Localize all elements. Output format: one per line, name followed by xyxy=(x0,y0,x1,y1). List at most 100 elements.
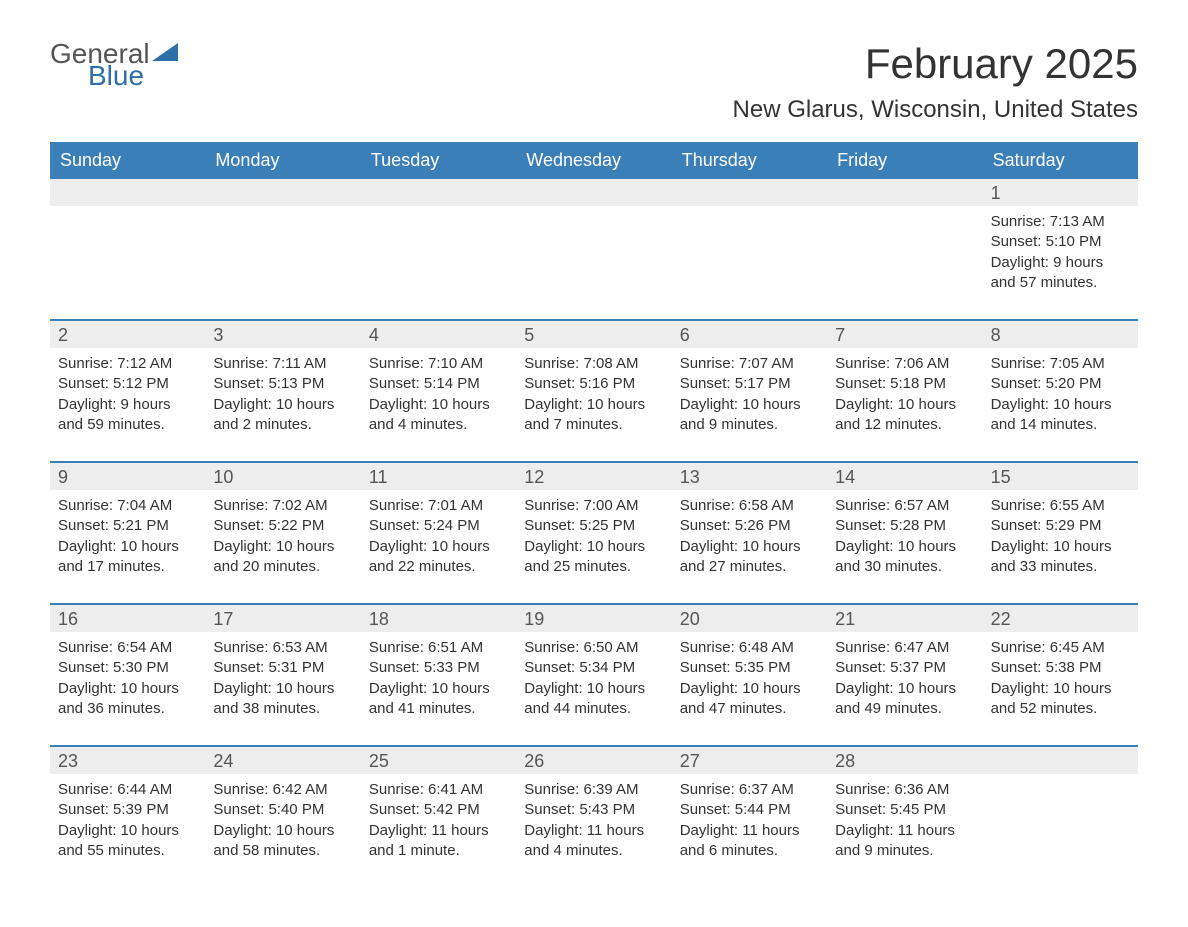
day-number: 5 xyxy=(516,321,671,348)
day-number: 14 xyxy=(827,463,982,490)
weeks-container: 1Sunrise: 7:13 AMSunset: 5:10 PMDaylight… xyxy=(50,179,1138,887)
day-number: 13 xyxy=(672,463,827,490)
day-number: 22 xyxy=(983,605,1138,632)
daylight-label: Daylight: 11 hours and 4 minutes. xyxy=(524,821,663,862)
sunrise-label: Sunrise: 7:05 AM xyxy=(991,354,1130,374)
sunset-label: Sunset: 5:30 PM xyxy=(58,658,197,678)
week-row: 232425262728Sunrise: 6:44 AMSunset: 5:39… xyxy=(50,745,1138,887)
dow-cell: Saturday xyxy=(983,142,1138,179)
daylight-label: Daylight: 11 hours and 6 minutes. xyxy=(680,821,819,862)
day-content: Sunrise: 6:44 AMSunset: 5:39 PMDaylight:… xyxy=(50,774,205,887)
day-number xyxy=(983,747,1138,774)
day-number: 15 xyxy=(983,463,1138,490)
day-number: 4 xyxy=(361,321,516,348)
daylight-label: Daylight: 10 hours and 7 minutes. xyxy=(524,395,663,436)
day-number xyxy=(827,179,982,206)
sunrise-label: Sunrise: 7:12 AM xyxy=(58,354,197,374)
sunset-label: Sunset: 5:18 PM xyxy=(835,374,974,394)
day-number: 10 xyxy=(205,463,360,490)
daylight-label: Daylight: 10 hours and 12 minutes. xyxy=(835,395,974,436)
sunrise-label: Sunrise: 6:42 AM xyxy=(213,780,352,800)
day-content: Sunrise: 6:47 AMSunset: 5:37 PMDaylight:… xyxy=(827,632,982,745)
day-number xyxy=(672,179,827,206)
sunrise-label: Sunrise: 6:45 AM xyxy=(991,638,1130,658)
sunrise-label: Sunrise: 6:57 AM xyxy=(835,496,974,516)
day-content: Sunrise: 6:54 AMSunset: 5:30 PMDaylight:… xyxy=(50,632,205,745)
sunset-label: Sunset: 5:34 PM xyxy=(524,658,663,678)
day-content: Sunrise: 7:08 AMSunset: 5:16 PMDaylight:… xyxy=(516,348,671,461)
sunset-label: Sunset: 5:40 PM xyxy=(213,800,352,820)
week-row: 16171819202122Sunrise: 6:54 AMSunset: 5:… xyxy=(50,603,1138,745)
sunrise-label: Sunrise: 7:00 AM xyxy=(524,496,663,516)
sunrise-label: Sunrise: 6:54 AM xyxy=(58,638,197,658)
daylight-label: Daylight: 10 hours and 2 minutes. xyxy=(213,395,352,436)
sunset-label: Sunset: 5:43 PM xyxy=(524,800,663,820)
dow-cell: Monday xyxy=(205,142,360,179)
day-content: Sunrise: 6:55 AMSunset: 5:29 PMDaylight:… xyxy=(983,490,1138,603)
day-content-row: Sunrise: 6:54 AMSunset: 5:30 PM Daylight:… xyxy=(50,632,1138,745)
daylight-label: Daylight: 10 hours and 17 minutes. xyxy=(58,537,197,578)
sunset-label: Sunset: 5:13 PM xyxy=(213,374,352,394)
day-number: 6 xyxy=(672,321,827,348)
header: General Blue February 2025 New Glarus, W… xyxy=(50,40,1138,124)
day-content xyxy=(827,206,982,319)
month-title: February 2025 xyxy=(733,40,1138,88)
daylight-label: Daylight: 9 hours and 57 minutes. xyxy=(991,253,1130,294)
day-number: 23 xyxy=(50,747,205,774)
daylight-label: Daylight: 10 hours and 44 minutes. xyxy=(524,679,663,720)
day-number xyxy=(205,179,360,206)
sunset-label: Sunset: 5:44 PM xyxy=(680,800,819,820)
sunrise-label: Sunrise: 7:08 AM xyxy=(524,354,663,374)
day-number: 19 xyxy=(516,605,671,632)
sunset-label: Sunset: 5:14 PM xyxy=(369,374,508,394)
dow-cell: Sunday xyxy=(50,142,205,179)
day-content: Sunrise: 7:10 AMSunset: 5:14 PMDaylight:… xyxy=(361,348,516,461)
sunrise-label: Sunrise: 7:01 AM xyxy=(369,496,508,516)
sunrise-label: Sunrise: 6:44 AM xyxy=(58,780,197,800)
day-number: 18 xyxy=(361,605,516,632)
dow-cell: Friday xyxy=(827,142,982,179)
sunset-label: Sunset: 5:29 PM xyxy=(991,516,1130,536)
day-content: Sunrise: 6:57 AMSunset: 5:28 PMDaylight:… xyxy=(827,490,982,603)
title-block: February 2025 New Glarus, Wisconsin, Uni… xyxy=(733,40,1138,124)
day-content: Sunrise: 7:12 AMSunset: 5:12 PMDaylight:… xyxy=(50,348,205,461)
daylight-label: Daylight: 10 hours and 41 minutes. xyxy=(369,679,508,720)
day-content: Sunrise: 6:41 AMSunset: 5:42 PMDaylight:… xyxy=(361,774,516,887)
daylight-label: Daylight: 11 hours and 1 minute. xyxy=(369,821,508,862)
day-content-row: Sunrise: 6:44 AMSunset: 5:39 PMDaylight:… xyxy=(50,774,1138,887)
day-content: Sunrise: 6:51 AMSunset: 5:33 PMDaylight:… xyxy=(361,632,516,745)
week-row: 9101112131415Sunrise: 7:04 AMSunset: 5:2… xyxy=(50,461,1138,603)
location-label: New Glarus, Wisconsin, United States xyxy=(733,96,1138,124)
sunrise-label: Sunrise: 6:48 AM xyxy=(680,638,819,658)
day-number: 21 xyxy=(827,605,982,632)
day-number xyxy=(361,179,516,206)
day-content: Sunrise: 6:45 AMSunset: 5:38 PMDaylight:… xyxy=(983,632,1138,745)
sunrise-label: Sunrise: 6:55 AM xyxy=(991,496,1130,516)
logo-text: General Blue xyxy=(50,40,180,90)
daylight-label: Daylight: 10 hours and 47 minutes. xyxy=(680,679,819,720)
day-number-strip: 1 xyxy=(50,179,1138,206)
day-content: Sunrise: 7:04 AMSunset: 5:21 PMDaylight:… xyxy=(50,490,205,603)
daylight-label: Daylight: 10 hours and 55 minutes. xyxy=(58,821,197,862)
sunrise-label: Sunrise: 7:07 AM xyxy=(680,354,819,374)
day-content xyxy=(361,206,516,319)
day-number-strip: 16171819202122 xyxy=(50,605,1138,632)
daylight-label: Daylight: 10 hours and 14 minutes. xyxy=(991,395,1130,436)
sunset-label: Sunset: 5:17 PM xyxy=(680,374,819,394)
sunrise-label: Sunrise: 6:39 AM xyxy=(524,780,663,800)
day-number: 28 xyxy=(827,747,982,774)
sunset-label: Sunset: 5:39 PM xyxy=(58,800,197,820)
day-content xyxy=(205,206,360,319)
sunrise-label: Sunrise: 7:04 AM xyxy=(58,496,197,516)
sunset-label: Sunset: 5:45 PM xyxy=(835,800,974,820)
daylight-label: Daylight: 10 hours and 38 minutes. xyxy=(213,679,352,720)
sunset-label: Sunset: 5:10 PM xyxy=(991,232,1130,252)
logo: General Blue xyxy=(50,40,180,90)
day-content: Sunrise: 7:01 AMSunset: 5:24 PMDaylight:… xyxy=(361,490,516,603)
sunset-label: Sunset: 5:24 PM xyxy=(369,516,508,536)
day-content xyxy=(983,774,1138,887)
week-row: 2345678Sunrise: 7:12 AMSunset: 5:12 PMDa… xyxy=(50,319,1138,461)
day-content xyxy=(516,206,671,319)
daylight-label: Daylight: 10 hours and 9 minutes. xyxy=(680,395,819,436)
sunset-label: Sunset: 5:12 PM xyxy=(58,374,197,394)
